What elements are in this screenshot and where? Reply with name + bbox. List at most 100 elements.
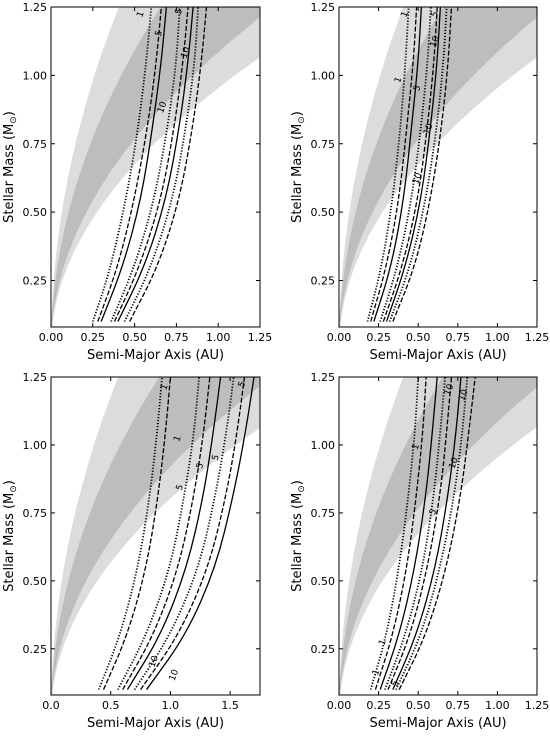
y-tick-label: 1.25	[311, 1, 336, 14]
x-tick-label: 1.25	[248, 331, 273, 344]
y-tick-label: 0.25	[311, 643, 336, 656]
contour-line-4	[122, 377, 211, 690]
x-tick-label: 0.00	[327, 331, 352, 344]
x-tick-label: 0.00	[327, 699, 352, 712]
contour-line-4	[110, 7, 181, 322]
contour-line-7	[395, 377, 469, 690]
contour-line-8	[398, 377, 476, 690]
contour-label: 5	[175, 483, 186, 492]
inner-zone-band	[339, 377, 537, 695]
y-tick-label: 0.25	[23, 643, 48, 656]
y-axis-label-main: Stellar Mass (M	[2, 124, 17, 223]
contour-label: 1	[377, 638, 388, 647]
outer-zone-band	[51, 377, 260, 695]
contour-label: 5	[390, 679, 401, 688]
x-tick-label: 0.25	[366, 331, 391, 344]
x-tick-label: 1.25	[525, 331, 550, 344]
x-tick-label: 0.50	[406, 331, 431, 344]
outer-zone-band	[339, 7, 537, 327]
contour-line-8	[129, 7, 208, 322]
contour-line-3	[117, 377, 200, 690]
contour-label: 5	[174, 7, 185, 16]
axes-frame	[50, 376, 261, 696]
x-tick-label: 0.50	[406, 699, 431, 712]
contour-label: 5	[211, 453, 222, 462]
y-tick-label: 1.25	[23, 371, 48, 384]
contour-line-7	[123, 7, 200, 322]
contour-line-8	[392, 7, 453, 322]
y-axis-label-main: Stellar Mass (M	[2, 493, 17, 592]
contour-line-5	[382, 7, 438, 322]
x-tick-label: 0.5	[102, 699, 120, 712]
y-tick-label: 0.50	[23, 575, 48, 588]
contour-label: 5	[412, 84, 423, 93]
x-tick-label: 0.75	[164, 331, 189, 344]
contour-label: 5	[195, 462, 206, 471]
contour-label: 10	[168, 668, 181, 682]
contour-label: 1	[172, 434, 183, 443]
contour-label: 1	[411, 443, 422, 452]
y-tick-label: 0.75	[23, 507, 48, 520]
y-tick-label: 0.75	[311, 507, 336, 520]
contour-line-1	[369, 377, 420, 690]
x-axis-label: Semi-Major Axis (AU)	[369, 348, 506, 363]
y-axis-label: Stellar Mass (M⊙)	[2, 111, 19, 223]
outer-zone-band	[51, 7, 260, 327]
contour-line-3	[379, 377, 438, 690]
axes-frame	[50, 6, 261, 328]
contour-label: 1	[371, 668, 382, 677]
y-axis-label-sub: ⊙	[297, 116, 307, 124]
x-tick-label: 1.5	[221, 699, 239, 712]
contour-line-1	[97, 377, 163, 690]
contour-line-3	[373, 7, 423, 322]
y-tick-label: 0.50	[311, 206, 336, 219]
contour-line-7	[388, 7, 448, 322]
contour-line-2	[370, 7, 418, 322]
y-axis-label-end: )	[290, 111, 305, 116]
contour-label: 10	[429, 35, 442, 49]
contour-line-6	[117, 7, 194, 322]
y-tick-label: 0.25	[311, 275, 336, 288]
x-tick-label: 0.0	[42, 699, 60, 712]
outer-zone-band	[339, 377, 537, 695]
contour-line-3	[100, 7, 168, 322]
y-axis-label: Stellar Mass (M⊙)	[290, 111, 307, 223]
contour-line-4	[384, 377, 447, 690]
y-tick-label: 1.00	[23, 439, 48, 452]
x-tick-label: 1.00	[485, 331, 510, 344]
x-tick-label: 1.25	[525, 699, 550, 712]
y-tick-label: 1.00	[311, 439, 336, 452]
x-axis-label: Semi-Major Axis (AU)	[87, 716, 224, 731]
contour-label: 10	[443, 383, 456, 397]
contour-line-1	[91, 7, 153, 322]
y-axis-label-sub: ⊙	[297, 485, 307, 493]
x-axis-label: Semi-Major Axis (AU)	[369, 716, 506, 731]
contour-label: 1	[159, 383, 170, 392]
x-tick-label: 0.50	[122, 331, 147, 344]
y-axis-label-end: )	[2, 480, 17, 485]
contour-line-2	[97, 7, 162, 322]
inner-zone-band	[51, 377, 260, 695]
y-tick-label: 0.75	[23, 138, 48, 151]
contour-label: 10	[448, 456, 461, 470]
contour-line-4	[379, 7, 432, 322]
y-axis-label-sub: ⊙	[9, 485, 19, 493]
contour-label: 1	[400, 10, 411, 19]
y-tick-label: 1.25	[23, 1, 48, 14]
y-tick-label: 0.75	[311, 138, 336, 151]
contour-label: 10	[422, 122, 435, 136]
y-axis-label-main: Stellar Mass (M	[290, 493, 305, 592]
contour-label: 5	[428, 508, 439, 517]
inner-zone-band	[339, 7, 537, 327]
x-tick-label: 0.00	[39, 331, 64, 344]
y-tick-label: 1.00	[23, 69, 48, 82]
contour-line-5	[126, 377, 222, 690]
plot-area: 1 5 10 10 5	[51, 7, 260, 327]
contour-line-7	[140, 377, 246, 690]
axes-frame	[338, 6, 538, 328]
contour-label: 10	[411, 171, 424, 185]
contour-line-6	[392, 377, 462, 690]
